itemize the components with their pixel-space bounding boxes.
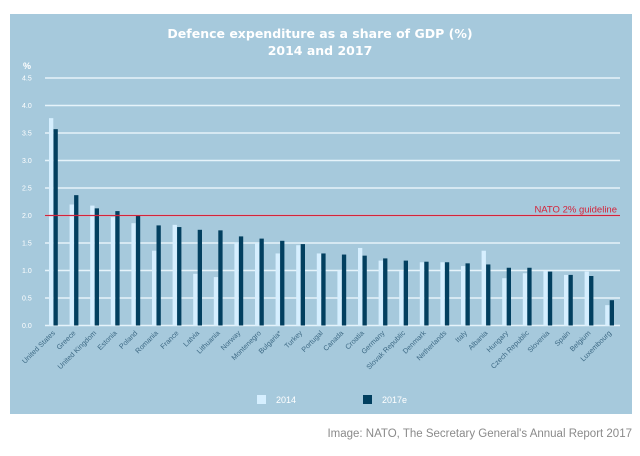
- bar-2017e-greece: [74, 195, 79, 326]
- bar-2014-poland: [131, 223, 136, 326]
- bar-2014-spain: [564, 274, 569, 326]
- bar-2017e-spain: [568, 274, 573, 326]
- bars: [49, 118, 614, 326]
- reference-line-group: NATO 2% guideline: [45, 205, 620, 217]
- y-tick-label: 4.0: [22, 103, 32, 110]
- bar-2014-united-kingdom: [90, 205, 95, 326]
- x-tick-label: Slovenia: [525, 329, 551, 355]
- bar-2014-turkey: [296, 245, 301, 326]
- bar-2017e-czech-republic: [527, 267, 532, 326]
- y-tick-label: 3.0: [22, 158, 32, 165]
- bar-2017e-united-kingdom: [94, 208, 99, 326]
- bar-2017e-croatia: [362, 255, 367, 326]
- bar-2017e-germany: [383, 258, 388, 326]
- bar-2017e-slovenia: [547, 271, 553, 326]
- x-tick-label: United States: [20, 328, 57, 365]
- bar-2017e-lithuania: [218, 230, 223, 326]
- bar-2014-lithuania: [213, 277, 219, 326]
- bar-2014-belgium: [584, 271, 589, 326]
- bar-2017e-bulgaria: [280, 240, 285, 326]
- bar-2014-italy: [461, 266, 466, 326]
- nato-guideline-label: NATO 2% guideline: [534, 205, 617, 216]
- y-tick-label: 1.5: [22, 241, 32, 248]
- y-tick-label: 1.0: [22, 268, 32, 275]
- bar-2017e-turkey: [300, 244, 305, 326]
- bar-2017e-estonia: [115, 211, 120, 326]
- bar-2014-greece: [69, 204, 74, 326]
- bar-2014-montenegro: [255, 243, 260, 326]
- x-tick-label: Portugal: [299, 328, 325, 354]
- x-tick-label: Estonia: [95, 329, 118, 352]
- bar-2014-denmark: [419, 262, 425, 326]
- bar-2014-norway: [234, 242, 239, 326]
- x-tick-label: Bulgaria*: [257, 328, 284, 355]
- x-tick-label: Romania: [133, 329, 160, 356]
- y-tick-label: 0.0: [22, 323, 32, 330]
- chart-subtitle: 2014 and 2017: [268, 43, 373, 58]
- bar-2017e-italy: [465, 263, 470, 326]
- bar-2014-bulgaria: [275, 253, 280, 326]
- bar-2014-slovak-republic: [399, 271, 404, 326]
- image-caption: Image: NATO, The Secretary General's Ann…: [327, 428, 632, 440]
- x-tick-label: France: [158, 329, 180, 351]
- x-tick-label: Canada: [321, 329, 345, 353]
- bar-2017e-denmark: [424, 261, 429, 326]
- y-tick-label: 2.5: [22, 186, 32, 193]
- y-tick-label: 4.5: [22, 76, 32, 83]
- bar-2014-hungary: [502, 278, 507, 326]
- bar-2014-czech-republic: [522, 273, 528, 326]
- bar-2017e-netherlands: [444, 262, 450, 326]
- bar-2014-estonia: [110, 217, 116, 326]
- y-tick-label: 0.5: [22, 296, 32, 303]
- legend: 2014 2017e: [257, 395, 407, 405]
- bar-2014-portugal: [316, 253, 322, 326]
- bar-2017e-united-states: [53, 129, 58, 326]
- bar-2014-latvia: [193, 273, 198, 326]
- bar-2017e-romania: [156, 225, 161, 326]
- y-tick-label: 2.0: [22, 213, 32, 220]
- legend-swatch-2017e: [363, 395, 372, 404]
- y-axis-ticks: 0.0 0.5 1.0 1.5 2.0 2.5 3.0 3.5 4.0 4.5: [22, 76, 32, 331]
- chart-panel: [10, 14, 632, 414]
- bar-2017e-poland: [135, 215, 141, 326]
- bar-2017e-france: [177, 227, 182, 326]
- bar-2017e-latvia: [197, 229, 202, 326]
- bar-2014-luxembourg: [605, 305, 610, 326]
- bar-2014-netherlands: [440, 262, 445, 326]
- bar-2014-germany: [378, 260, 383, 326]
- gridlines: [45, 77, 620, 327]
- bar-2017e-norway: [238, 236, 244, 326]
- bar-2014-united-states: [49, 118, 54, 326]
- bar-2014-slovenia: [543, 271, 548, 326]
- bar-2017e-canada: [341, 254, 347, 326]
- x-tick-label: Italy: [453, 328, 469, 344]
- bar-2017e-montenegro: [259, 238, 264, 326]
- bar-2014-albania: [481, 250, 486, 326]
- legend-label-2014: 2014: [276, 395, 296, 405]
- bar-2014-france: [172, 224, 177, 326]
- bar-2014-croatia: [358, 247, 363, 326]
- y-axis-unit-label: %: [23, 61, 31, 71]
- legend-label-2017e: 2017e: [382, 395, 407, 405]
- bar-2017e-hungary: [506, 267, 511, 326]
- legend-swatch-2014: [257, 395, 266, 404]
- bar-2017e-belgium: [589, 276, 594, 326]
- bar-2017e-portugal: [321, 253, 326, 326]
- bar-2017e-albania: [486, 264, 491, 326]
- bar-2017e-slovak-republic: [403, 260, 408, 326]
- chart-title: Defence expenditure as a share of GDP (%…: [167, 26, 472, 41]
- bar-2014-romania: [152, 250, 157, 326]
- bar-2014-canada: [337, 270, 342, 326]
- y-tick-label: 3.5: [22, 131, 32, 138]
- bar-2017e-luxembourg: [609, 300, 614, 326]
